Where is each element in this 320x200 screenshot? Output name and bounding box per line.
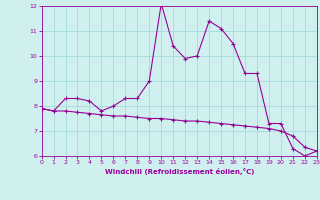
X-axis label: Windchill (Refroidissement éolien,°C): Windchill (Refroidissement éolien,°C) [105,168,254,175]
